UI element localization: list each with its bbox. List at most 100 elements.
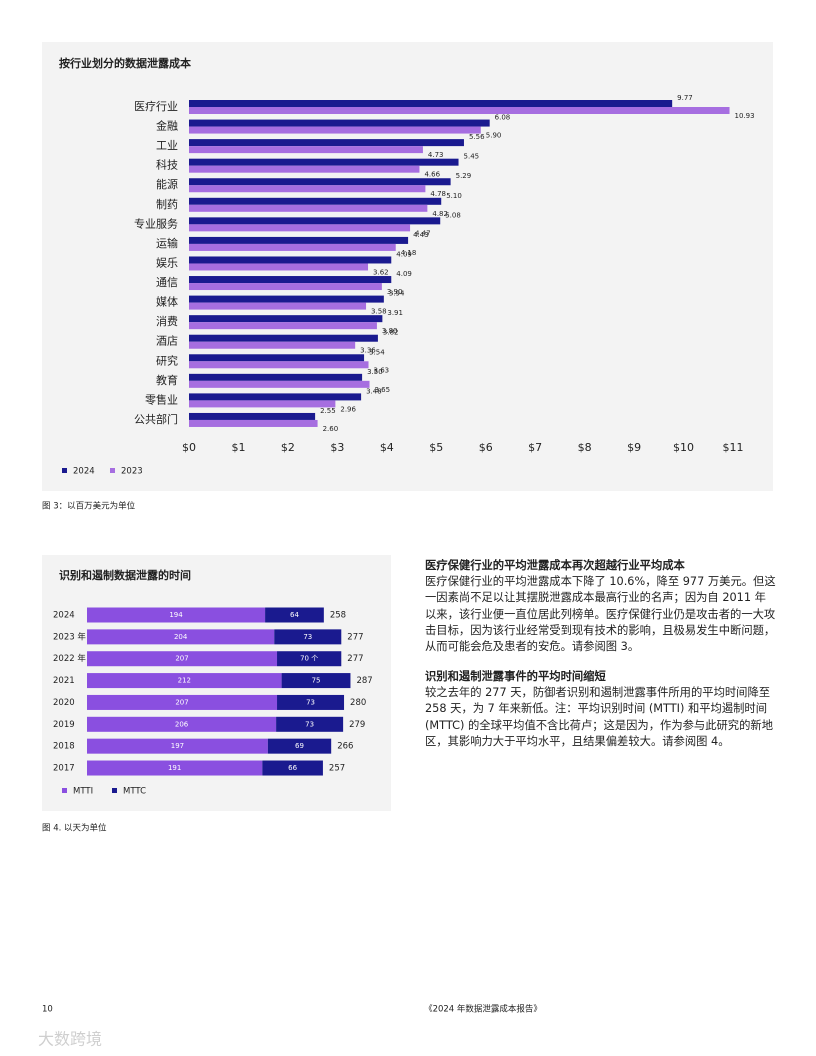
category-label: 金融: [156, 119, 178, 133]
value-label: 4.82: [432, 210, 448, 218]
value-label: 3.65: [375, 386, 391, 394]
value-label: 204: [174, 633, 188, 641]
value-label: 207: [175, 698, 188, 706]
value-label: 4.78: [430, 190, 446, 198]
caption: 图 3：以百万美元为单位: [42, 501, 136, 512]
category-label: 教育: [156, 373, 178, 387]
category-label: 酒店: [156, 334, 178, 348]
value-label: 73: [303, 633, 312, 641]
x-tick-label: $5: [429, 441, 443, 454]
bar-segment: [87, 738, 268, 754]
bar-segment: [265, 607, 324, 623]
legend-label: 2024: [73, 467, 95, 477]
bar: [189, 185, 426, 193]
value-label: 3.91: [387, 309, 403, 317]
value-label: 3.80: [382, 327, 398, 335]
value-label: 5.10: [446, 192, 462, 200]
category-label: 零售业: [145, 392, 178, 406]
total-label: 279: [349, 720, 365, 730]
bar: [189, 334, 378, 342]
bar: [189, 393, 362, 401]
bar: [189, 276, 392, 284]
value-label: 5.90: [486, 132, 502, 140]
value-label: 206: [175, 720, 189, 728]
bar-segment: [262, 760, 323, 776]
bar: [189, 243, 396, 251]
footer-title: 《2024 年数据泄露成本报告》: [424, 1004, 542, 1015]
value-label: 4.43: [413, 231, 429, 239]
category-label: 专业服务: [134, 216, 178, 230]
bar: [189, 165, 420, 173]
x-tick-label: $9: [627, 441, 641, 454]
value-label: 3.48: [366, 387, 382, 395]
bar-segment: [87, 760, 263, 776]
bar-segment: [274, 629, 342, 645]
legend-label: MTTC: [123, 787, 146, 797]
legend-swatch: [62, 788, 67, 793]
chart-title: 按行业划分的数据泄露成本: [59, 56, 191, 70]
legend-label: 2023: [121, 467, 143, 477]
x-tick-label: $7: [528, 441, 542, 454]
value-label: 3.63: [374, 366, 390, 374]
category-label: 2018: [53, 742, 75, 752]
category-label: 2023 年: [53, 631, 86, 642]
category-label: 2020: [53, 698, 75, 708]
caption: 图 4. 以天为单位: [42, 823, 107, 834]
bar-segment: [87, 694, 278, 710]
value-label: 75: [312, 677, 321, 685]
value-label: 4.18: [401, 249, 417, 257]
total-label: 277: [347, 654, 363, 664]
value-label: 66: [288, 764, 297, 772]
bar-segment: [267, 738, 332, 754]
text-section: 识别和遏制泄露事件的平均时间缩短 较之去年的 277 天，防御者识别和遏制泄露事…: [425, 669, 777, 750]
bar: [189, 373, 363, 381]
text-section: 医疗保健行业的平均泄露成本再次超越行业平均成本 医疗保健行业的平均泄露成本下降了…: [425, 558, 777, 655]
chart-title: 识别和遏制数据泄露的时间: [59, 568, 191, 582]
bar: [189, 354, 365, 362]
value-label: 69: [295, 742, 304, 750]
value-label: 4.47: [415, 229, 431, 237]
bar-segment: [277, 694, 345, 710]
bar: [189, 302, 367, 310]
total-label: 257: [329, 764, 345, 774]
bar: [189, 419, 318, 427]
value-label: 4.09: [396, 270, 412, 278]
bar: [189, 380, 370, 388]
legend-label: MTTI: [73, 787, 93, 797]
bar: [189, 315, 383, 323]
bar: [189, 322, 377, 330]
bar: [189, 139, 464, 147]
total-label: 258: [330, 611, 346, 621]
value-label: 3.90: [387, 288, 403, 296]
category-label: 娱乐: [156, 255, 178, 269]
bar-segment: [281, 673, 351, 689]
value-label: 70 个: [300, 655, 318, 663]
total-label: 287: [356, 676, 372, 686]
value-label: 207: [175, 655, 188, 663]
category-label: 运输: [156, 236, 178, 250]
bar: [189, 178, 451, 186]
category-label: 制药: [156, 198, 178, 211]
x-tick-label: $10: [673, 441, 694, 454]
category-label: 通信: [156, 276, 178, 289]
legend-swatch: [112, 788, 117, 793]
value-label: 3.36: [360, 347, 376, 355]
bar-segment: [87, 716, 277, 732]
section-heading: 识别和遏制泄露事件的平均时间缩短: [425, 670, 606, 683]
category-label: 媒体: [156, 295, 178, 309]
category-label: 工业: [156, 139, 178, 152]
bar: [189, 204, 428, 212]
x-tick-label: $6: [479, 441, 493, 454]
bar: [189, 341, 356, 349]
total-label: 266: [337, 742, 353, 752]
bar: [189, 197, 442, 205]
category-label: 2021: [53, 676, 75, 686]
x-tick-label: $8: [578, 441, 592, 454]
value-label: 2.55: [320, 407, 336, 415]
category-label: 2022 年: [53, 653, 86, 664]
value-label: 6.08: [495, 114, 511, 122]
legend-swatch: [62, 468, 67, 473]
x-tick-label: $4: [380, 441, 394, 454]
